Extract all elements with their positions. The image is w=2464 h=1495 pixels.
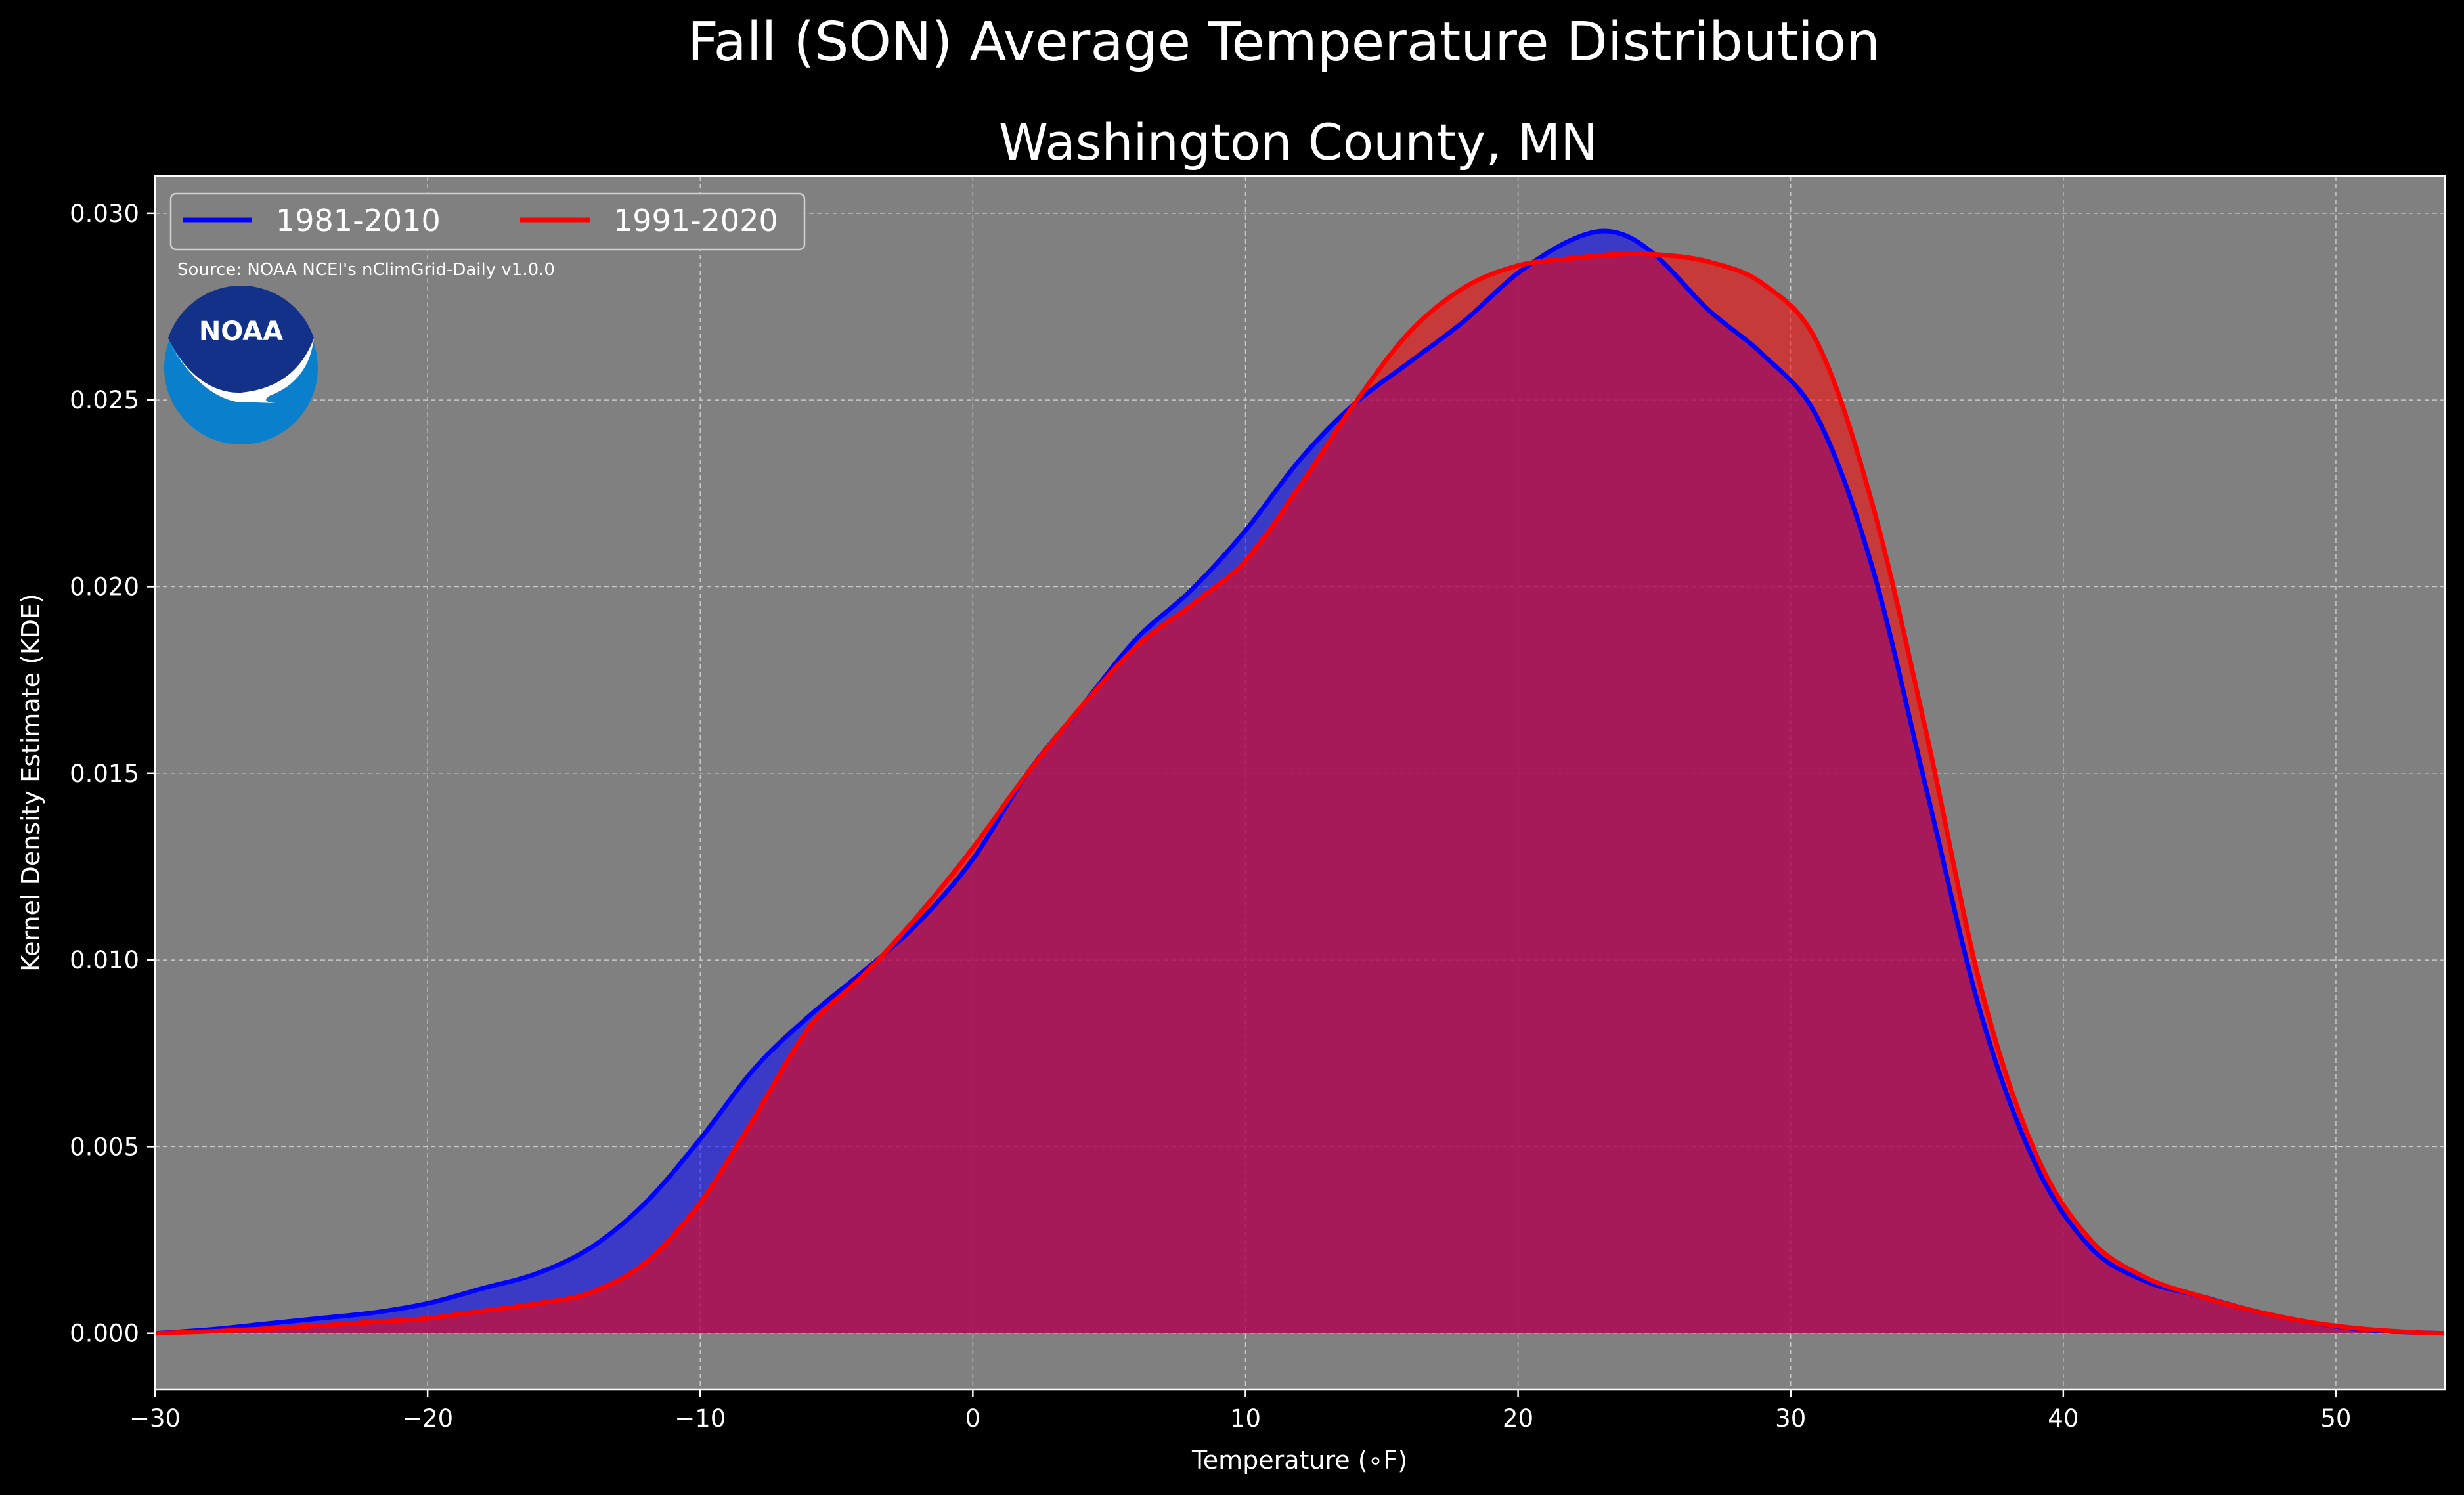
legend-label-1991-2020: 1991-2020 — [613, 203, 778, 238]
plot-frame — [154, 175, 2446, 1391]
x-tick-label: 0 — [965, 1404, 981, 1433]
x-tick-label: 20 — [1503, 1404, 1533, 1433]
legend-label-1981-2010: 1981-2010 — [276, 203, 441, 238]
y-tick-label: 0.005 — [70, 1133, 139, 1161]
x-tick-label: 40 — [2048, 1404, 2079, 1433]
noaa-logo: NOAA — [164, 285, 318, 444]
legend: 1981-2010 1991-2020 — [169, 192, 806, 251]
x-tick-label: −20 — [402, 1404, 453, 1433]
y-tick-label: 0.010 — [70, 946, 139, 974]
x-tick-label: 30 — [1775, 1404, 1806, 1433]
x-tick-label: 10 — [1230, 1404, 1261, 1433]
y-tick-label: 0.015 — [70, 760, 139, 788]
y-tick-label: 0.020 — [70, 573, 139, 601]
x-tick-label: 50 — [2320, 1404, 2351, 1433]
legend-box — [169, 192, 806, 251]
x-tick-label: −10 — [674, 1404, 726, 1433]
axis-ticks: −30 −20 −10 0 10 20 30 40 50 0.000 0.005 0.010 0.015… — [70, 200, 2351, 1433]
series-fills — [155, 230, 2445, 1333]
source-annotation: Source: NOAA NCEI's nClimGrid-Daily v1.0… — [177, 260, 555, 280]
chart-title: Washington County, MN — [999, 113, 1598, 171]
x-tick-label: −30 — [129, 1404, 181, 1433]
noaa-logo-text: NOAA — [199, 316, 283, 347]
area-fill-1991-2020 — [155, 253, 2445, 1333]
x-axis-label: Temperature (∘F) — [1191, 1446, 1407, 1475]
y-tick-label: 0.030 — [70, 200, 139, 228]
y-tick-label: 0.000 — [70, 1320, 139, 1348]
series-lines — [154, 228, 2446, 1336]
series-line-1991-2020 — [154, 251, 2446, 1336]
chart-suptitle: Fall (SON) Average Temperature Distribut… — [688, 11, 1880, 74]
y-tick-label: 0.025 — [70, 386, 139, 414]
y-axis-label: Kernel Density Estimate (KDE) — [16, 594, 45, 972]
